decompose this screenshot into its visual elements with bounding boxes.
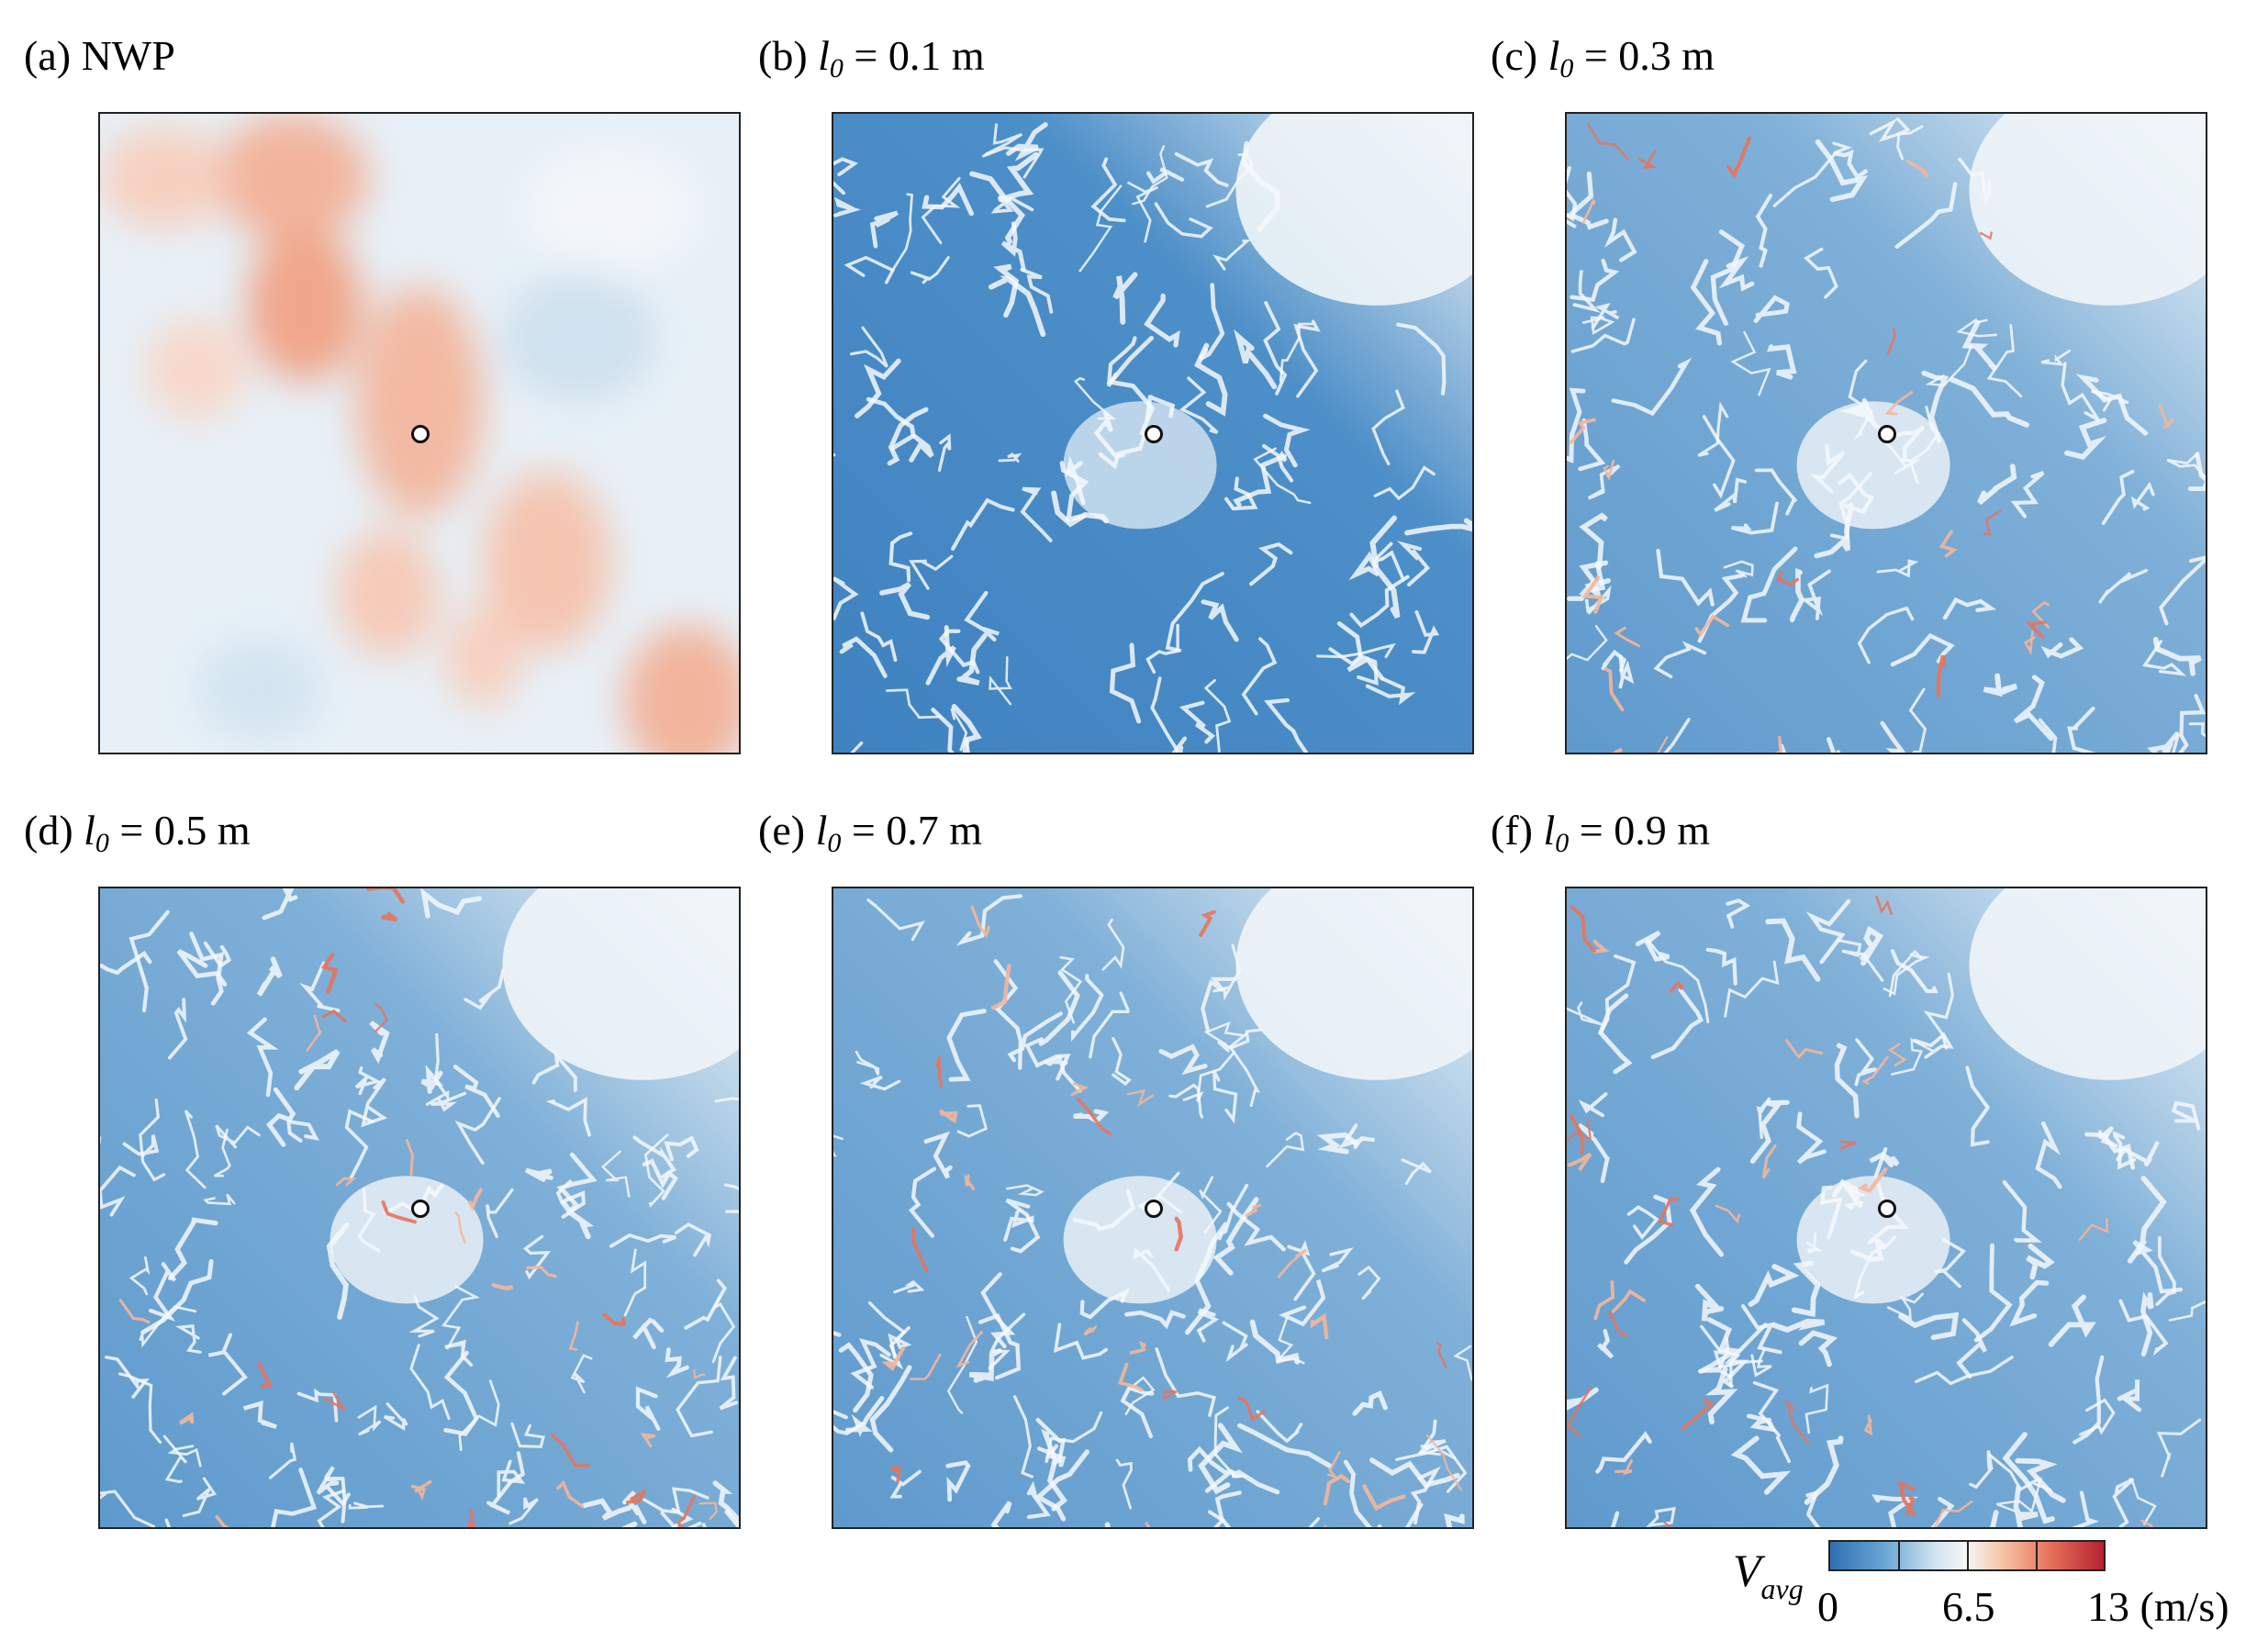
panel-b-variable: l [818, 32, 830, 79]
panel-c-label: (c) l0 = 0.3 m [1491, 35, 1715, 83]
panel-e-prefix: (e) [758, 807, 816, 854]
panel-d-subscript: 0 [95, 828, 109, 858]
panel-e-subscript: 0 [827, 828, 842, 858]
colorbar-variable: V [1733, 1545, 1761, 1596]
panel-b-subscript: 0 [829, 53, 844, 84]
panel-f-subscript: 0 [1555, 828, 1570, 858]
map-panel-l0-0.7 [832, 887, 1474, 1529]
colorbar-title: Vavg [1733, 1544, 1804, 1606]
colorbar-gradient [1828, 1540, 2106, 1571]
panel-d-value: 0.5 m [153, 807, 251, 854]
colorbar-mid-label: 6.5 [1942, 1583, 1995, 1630]
colorbar-tick [1967, 1542, 1969, 1569]
panel-c-value: 0.3 m [1618, 32, 1715, 79]
panel-a-title: NWP [81, 32, 175, 79]
map-panel-nwp [98, 112, 741, 754]
colorbar-subscript: avg [1760, 1572, 1804, 1605]
panel-f-variable: l [1543, 807, 1556, 854]
panel-c-subscript: 0 [1559, 53, 1574, 84]
panel-f-label: (f) l0 = 0.9 m [1491, 809, 1710, 857]
colorbar-tick [1898, 1542, 1900, 1569]
panel-f-value: 0.9 m [1614, 807, 1710, 854]
panel-a-prefix: (a) [24, 32, 82, 79]
panel-c-prefix: (c) [1491, 32, 1548, 79]
panel-f-prefix: (f) [1491, 807, 1544, 854]
colorbar: Vavg 0 6.5 13 (m/s) [1726, 1540, 2267, 1652]
panel-d-equals: = [108, 807, 154, 854]
panel-b-label: (b) l0 = 0.1 m [758, 35, 985, 83]
panel-d-label: (d) l0 = 0.5 m [24, 809, 251, 857]
colorbar-tick [2036, 1542, 2038, 1569]
panel-f-equals: = [1569, 807, 1614, 854]
colorbar-max-label: 13 (m/s) [2087, 1583, 2229, 1630]
colorbar-min-label: 0 [1817, 1583, 1838, 1630]
panel-d-prefix: (d) [24, 807, 84, 854]
panel-e-equals: = [841, 807, 887, 854]
panel-e-value: 0.7 m [886, 807, 983, 854]
panel-b-equals: = [843, 32, 888, 79]
panel-a-label: (a) NWP [24, 35, 175, 77]
panel-c-equals: = [1573, 32, 1619, 79]
panel-d-variable: l [84, 807, 95, 854]
panel-b-prefix: (b) [758, 32, 819, 79]
panel-e-label: (e) l0 = 0.7 m [758, 809, 982, 857]
panel-b-value: 0.1 m [888, 32, 985, 79]
panel-e-variable: l [815, 807, 828, 854]
panel-c-variable: l [1547, 32, 1560, 79]
